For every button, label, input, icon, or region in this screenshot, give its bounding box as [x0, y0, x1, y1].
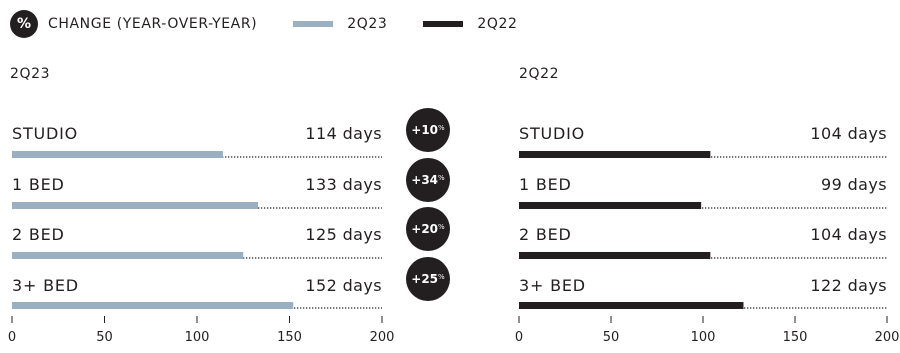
legend-title: CHANGE (YEAR-OVER-YEAR) — [48, 16, 258, 32]
bar-2q23-2-bed — [12, 252, 244, 259]
change-value: +34 — [411, 173, 439, 187]
x-tick-label-2q22: 150 — [783, 330, 808, 345]
legend-label-2q23: 2Q23 — [347, 16, 388, 32]
bar-2q22-1-bed — [519, 202, 702, 209]
category-label-2q22: 1 BED — [519, 175, 572, 194]
bar-2q22-2-bed — [519, 252, 711, 259]
x-tick-label-2q22: 200 — [875, 330, 900, 345]
value-label-2q23: 114 days — [305, 124, 382, 143]
x-tick-label-2q23: 200 — [370, 330, 395, 345]
change-unit: % — [438, 273, 445, 281]
panel-title-2q22: 2Q22 — [519, 66, 560, 82]
x-tick-label-2q22: 50 — [603, 330, 620, 345]
legend-swatch-2q23 — [293, 21, 334, 27]
x-tick-label-2q23: 150 — [277, 330, 302, 345]
category-label-2q23: STUDIO — [12, 124, 79, 143]
bar-2q23-3-bed — [12, 302, 294, 309]
change-unit: % — [438, 223, 445, 231]
legend-swatch-2q22 — [423, 21, 464, 27]
value-label-2q23: 125 days — [305, 225, 382, 244]
panel-title-2q23: 2Q23 — [10, 66, 51, 82]
change-value: +25 — [411, 272, 439, 286]
value-label-2q23: 133 days — [305, 175, 382, 194]
category-label-2q22: 2 BED — [519, 225, 572, 244]
bar-2q23-studio — [12, 151, 223, 158]
legend-label-2q22: 2Q22 — [477, 16, 518, 32]
value-label-2q23: 152 days — [305, 276, 382, 295]
percent-badge-icon: % — [10, 10, 38, 38]
category-label-2q23: 2 BED — [12, 225, 65, 244]
change-badge: +20% — [406, 207, 450, 251]
bar-2q22-studio — [519, 151, 711, 158]
value-label-2q22: 99 days — [820, 175, 887, 194]
x-tick-label-2q22: 100 — [691, 330, 716, 345]
x-tick-label-2q23: 100 — [185, 330, 210, 345]
x-tick-label-2q23: 0 — [8, 330, 16, 345]
value-label-2q22: 104 days — [810, 225, 887, 244]
change-value: +10 — [411, 123, 439, 137]
change-badge: +34% — [406, 158, 450, 202]
change-unit: % — [438, 174, 445, 182]
category-label-2q23: 1 BED — [12, 175, 65, 194]
bar-2q23-1-bed — [12, 202, 259, 209]
bar-2q22-3-bed — [519, 302, 744, 309]
value-label-2q22: 104 days — [810, 124, 887, 143]
value-label-2q22: 122 days — [810, 276, 887, 295]
legend: % CHANGE (YEAR-OVER-YEAR) 2Q23 2Q22 — [10, 8, 518, 40]
category-label-2q22: 3+ BED — [519, 276, 586, 295]
change-badge: +25% — [406, 257, 450, 301]
category-label-2q23: 3+ BED — [12, 276, 79, 295]
change-badge: +10% — [406, 108, 450, 152]
category-label-2q22: STUDIO — [519, 124, 586, 143]
change-unit: % — [438, 124, 445, 132]
change-value: +20 — [411, 222, 439, 236]
x-tick-label-2q22: 0 — [515, 330, 523, 345]
x-tick-label-2q23: 50 — [96, 330, 113, 345]
